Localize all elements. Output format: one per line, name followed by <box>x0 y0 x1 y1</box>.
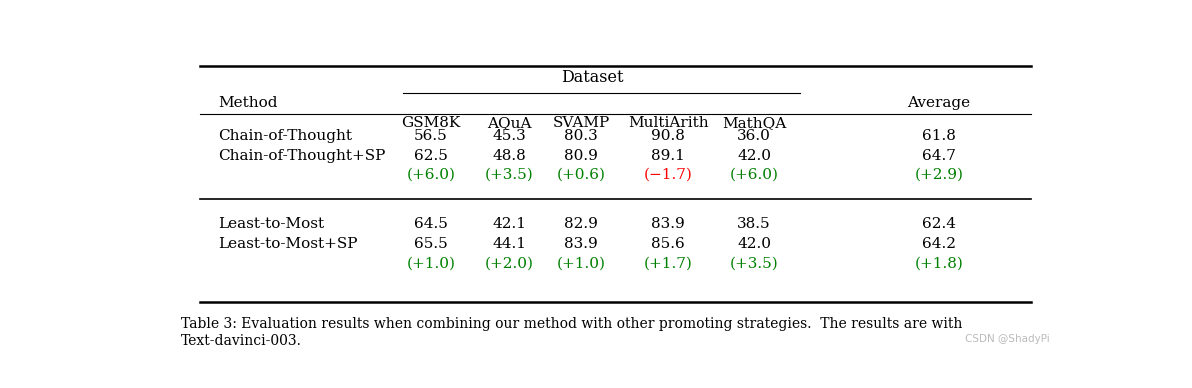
Text: 80.9: 80.9 <box>564 149 598 163</box>
Text: 85.6: 85.6 <box>651 237 685 251</box>
Text: (−1.7): (−1.7) <box>644 168 693 182</box>
Text: 61.8: 61.8 <box>921 129 956 143</box>
Text: Average: Average <box>907 96 970 110</box>
Text: MathQA: MathQA <box>722 116 787 130</box>
Text: (+1.7): (+1.7) <box>644 256 693 270</box>
Text: (+1.0): (+1.0) <box>406 256 455 270</box>
Text: 36.0: 36.0 <box>737 129 771 143</box>
Text: (+6.0): (+6.0) <box>406 168 455 182</box>
Text: SVAMP: SVAMP <box>553 116 610 130</box>
Text: 65.5: 65.5 <box>414 237 448 251</box>
Text: Least-to-Most+SP: Least-to-Most+SP <box>218 237 358 251</box>
Text: 64.2: 64.2 <box>921 237 956 251</box>
Text: 64.5: 64.5 <box>414 217 448 231</box>
Text: 82.9: 82.9 <box>564 217 598 231</box>
Text: 80.3: 80.3 <box>565 129 598 143</box>
Text: 42.0: 42.0 <box>737 149 771 163</box>
Text: 56.5: 56.5 <box>414 129 448 143</box>
Text: 42.0: 42.0 <box>737 237 771 251</box>
Text: 42.1: 42.1 <box>492 217 527 231</box>
Text: Text-davinci-003.: Text-davinci-003. <box>181 334 303 348</box>
Text: 83.9: 83.9 <box>565 237 598 251</box>
Text: CSDN @ShadyPi: CSDN @ShadyPi <box>966 334 1050 344</box>
Text: MultiArith: MultiArith <box>628 116 708 130</box>
Text: 44.1: 44.1 <box>492 237 527 251</box>
Text: Chain-of-Thought: Chain-of-Thought <box>218 129 353 143</box>
Text: Dataset: Dataset <box>561 69 623 87</box>
Text: Least-to-Most: Least-to-Most <box>218 217 324 231</box>
Text: 83.9: 83.9 <box>651 217 685 231</box>
Text: (+3.5): (+3.5) <box>730 256 778 270</box>
Text: 62.5: 62.5 <box>414 149 448 163</box>
Text: (+6.0): (+6.0) <box>730 168 778 182</box>
Text: 90.8: 90.8 <box>651 129 685 143</box>
Text: 64.7: 64.7 <box>921 149 956 163</box>
Text: 48.8: 48.8 <box>492 149 526 163</box>
Text: Method: Method <box>218 96 278 110</box>
Text: (+1.8): (+1.8) <box>914 256 963 270</box>
Text: Chain-of-Thought+SP: Chain-of-Thought+SP <box>218 149 386 163</box>
Text: (+2.9): (+2.9) <box>914 168 963 182</box>
Text: 62.4: 62.4 <box>921 217 956 231</box>
Text: Table 3: Evaluation results when combining our method with other promoting strat: Table 3: Evaluation results when combini… <box>181 317 963 331</box>
Text: 89.1: 89.1 <box>651 149 685 163</box>
Text: (+3.5): (+3.5) <box>485 168 534 182</box>
Text: 45.3: 45.3 <box>492 129 526 143</box>
Text: GSM8K: GSM8K <box>402 116 460 130</box>
Text: AQuA: AQuA <box>488 116 532 130</box>
Text: 38.5: 38.5 <box>738 217 771 231</box>
Text: (+1.0): (+1.0) <box>557 256 606 270</box>
Text: (+0.6): (+0.6) <box>557 168 606 182</box>
Text: (+2.0): (+2.0) <box>485 256 534 270</box>
